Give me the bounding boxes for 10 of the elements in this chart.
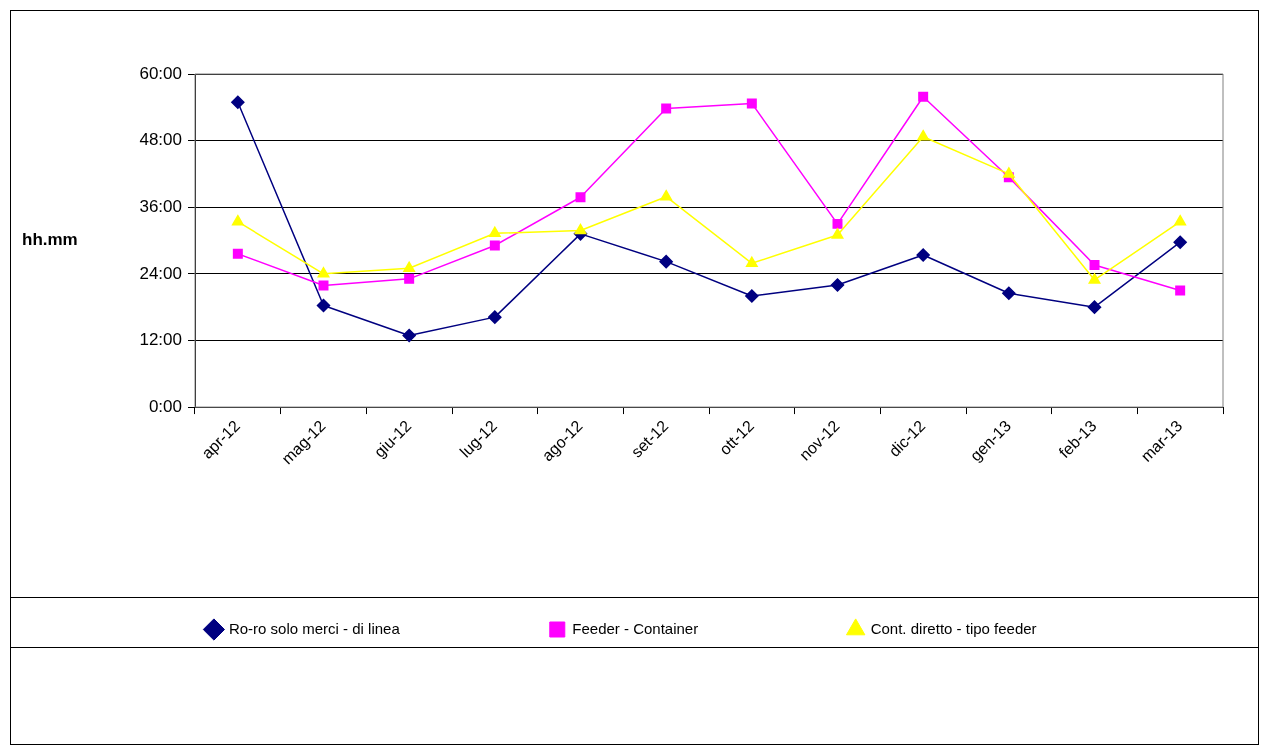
y-axis-title: hh.mm <box>22 230 78 250</box>
y-tick-label: 36:00 <box>139 196 182 216</box>
y-tick-label: 60:00 <box>139 63 182 83</box>
y-tick-label: 12:00 <box>139 330 182 350</box>
y-tick-label: 24:00 <box>139 263 182 283</box>
legend-label: Feeder - Container <box>572 619 699 637</box>
y-tick-label: 0:00 <box>148 396 182 416</box>
legend-label: Cont. diretto - tipo feeder <box>870 619 1037 637</box>
legend-label: Ro-ro solo merci - di linea <box>228 619 401 637</box>
y-tick-label: 48:00 <box>139 130 182 150</box>
